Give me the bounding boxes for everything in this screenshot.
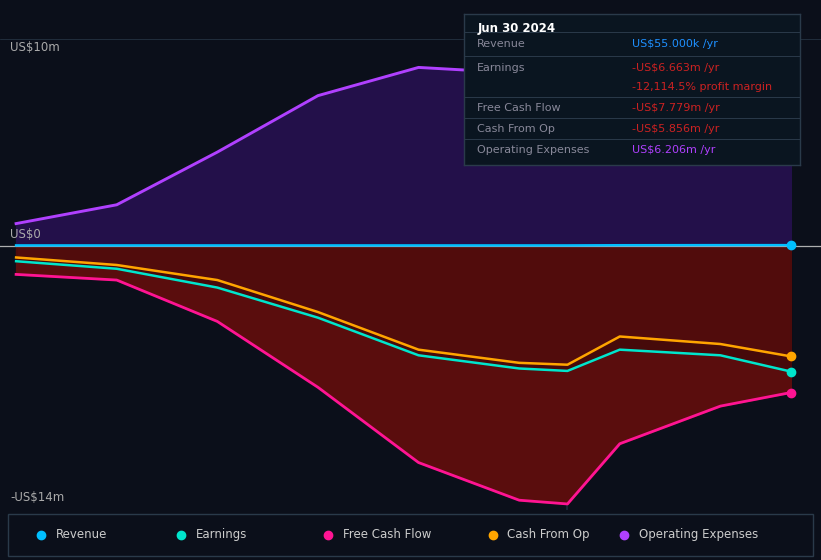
Text: US$10m: US$10m: [10, 41, 60, 54]
Text: -US$5.856m /yr: -US$5.856m /yr: [632, 124, 719, 134]
Text: Earnings: Earnings: [477, 63, 525, 73]
Text: Cash From Op: Cash From Op: [507, 528, 589, 542]
Text: Earnings: Earnings: [195, 528, 247, 542]
Text: Operating Expenses: Operating Expenses: [639, 528, 758, 542]
Text: Free Cash Flow: Free Cash Flow: [343, 528, 432, 542]
Text: Revenue: Revenue: [56, 528, 108, 542]
Text: -US$14m: -US$14m: [10, 491, 64, 504]
Text: Operating Expenses: Operating Expenses: [477, 145, 589, 155]
Text: US$6.206m /yr: US$6.206m /yr: [632, 145, 716, 155]
Text: US$55.000k /yr: US$55.000k /yr: [632, 39, 718, 49]
Text: Jun 30 2024: Jun 30 2024: [477, 21, 556, 35]
Text: Free Cash Flow: Free Cash Flow: [477, 102, 561, 113]
Text: -12,114.5% profit margin: -12,114.5% profit margin: [632, 82, 773, 92]
Text: -US$6.663m /yr: -US$6.663m /yr: [632, 63, 719, 73]
Text: -US$7.779m /yr: -US$7.779m /yr: [632, 102, 720, 113]
Text: Revenue: Revenue: [477, 39, 526, 49]
Text: US$0: US$0: [10, 227, 41, 241]
Text: Cash From Op: Cash From Op: [477, 124, 555, 134]
